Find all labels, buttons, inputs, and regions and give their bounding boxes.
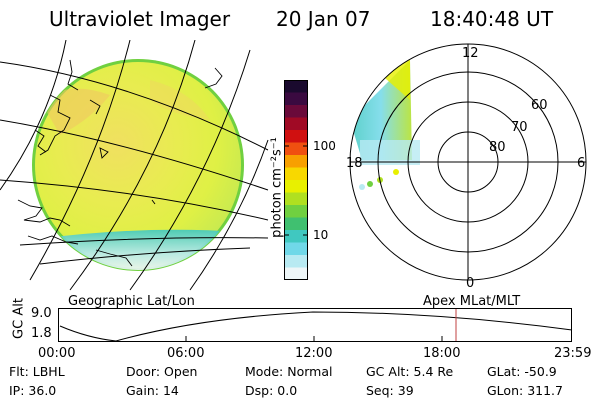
polar-grid: [349, 43, 587, 281]
apex-label: Apex MLat/MLT: [423, 294, 521, 309]
polar-aurora-data: [350, 60, 420, 190]
geographic-label: Geographic Lat/Lon: [68, 294, 195, 309]
info-mode: Mode: Normal: [245, 364, 333, 379]
colorbar-cell: [284, 230, 308, 243]
info-glon: GLon: 311.7: [487, 383, 563, 398]
colorbar-unit-label: photon cm⁻²s⁻¹: [269, 137, 285, 238]
info-door: Door: Open: [126, 364, 198, 379]
info-dsp: Dsp: 0.0: [245, 383, 298, 398]
info-gc-alt: GC Alt: 5.4 Re: [366, 364, 454, 379]
colorbar-cell: [284, 80, 308, 93]
colorbar-cell: [284, 217, 308, 231]
orbit-xtick-3: 18:00: [423, 346, 461, 361]
lat-label-80: 80: [489, 140, 506, 155]
colorbar: [284, 80, 308, 280]
orbit-xtick-4: 23:59: [554, 346, 592, 361]
mlt-label-6: 6: [577, 156, 586, 171]
mlt-label-12: 12: [462, 46, 479, 61]
info-glat: GLat: -50.9: [487, 364, 557, 379]
altitude-curve: [59, 311, 573, 342]
colorbar-tick-10: 10: [313, 228, 329, 242]
colorbar-cell: [284, 155, 308, 168]
colorbar-cell: [284, 142, 308, 156]
colorbar-cell: [284, 130, 308, 143]
instrument-title: Ultraviolet Imager: [49, 7, 231, 31]
colorbar-cell: [284, 167, 308, 181]
lat-label-60: 60: [531, 98, 548, 113]
colorbar-cell: [284, 205, 308, 218]
orbit-xtick-2: 12:00: [295, 346, 333, 361]
info-ip: IP: 36.0: [9, 383, 57, 398]
info-gain: Gain: 14: [126, 383, 179, 398]
orbit-xtick-1: 06:00: [167, 346, 205, 361]
colorbar-cell: [284, 180, 308, 193]
orbit-ytick-max: 9.0: [31, 306, 52, 321]
polar-plot: [349, 43, 587, 281]
orbit-ytick-min: 1.8: [31, 326, 52, 341]
colorbar-cell: [284, 267, 308, 280]
colorbar-cell: [284, 117, 308, 131]
info-seq: Seq: 39: [366, 383, 414, 398]
mlt-label-0: 0: [466, 276, 475, 291]
colorbar-cell: [284, 242, 308, 256]
colorbar-cell: [284, 92, 308, 106]
orbit-xtick-0: 00:00: [38, 346, 76, 361]
info-flt: Flt: LBHL: [9, 364, 65, 379]
colorbar-cell: [284, 192, 308, 206]
date-label: 20 Jan 07: [276, 7, 371, 31]
colorbar-cell: [284, 255, 308, 268]
mlt-label-18: 18: [346, 156, 363, 171]
lat-label-70: 70: [511, 120, 528, 135]
time-label: 18:40:48 UT: [430, 7, 554, 31]
colorbar-tick-100: 100: [313, 139, 336, 153]
colorbar-cell: [284, 105, 308, 118]
orbit-plot: [58, 308, 573, 342]
orbit-ylabel: GC Alt: [11, 298, 27, 339]
earth-image: [0, 40, 269, 291]
lat-lon-grid: [0, 40, 269, 291]
